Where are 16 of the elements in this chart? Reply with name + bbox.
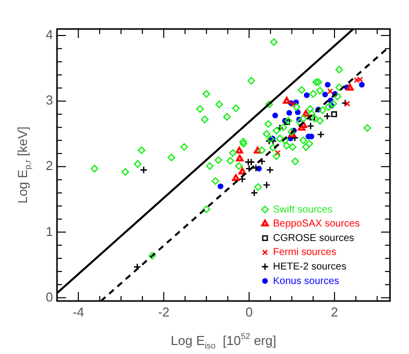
x-tick-label: -4 (72, 304, 84, 320)
legend-label: BeppoSAX sources (273, 218, 360, 230)
x-tick-label: -2 (158, 304, 170, 320)
x-tick-label: 0 (246, 304, 253, 320)
legend-label: Konus sources (273, 276, 340, 287)
y-tick-label: 0 (46, 289, 53, 304)
y-tick-label: 2 (46, 158, 53, 174)
y-axis-title: Log Ep,r [keV] (15, 126, 32, 204)
legend-label: Swift sources (273, 204, 332, 216)
legend-label: CGROSE sources (273, 232, 354, 244)
legend-label: Fermi sources (273, 247, 336, 258)
y-tick-label: 1 (46, 224, 53, 239)
x-tick-label: 2 (330, 304, 338, 320)
y-tick-label: 4 (46, 27, 53, 42)
legend-label: HETE-2 sources (273, 261, 346, 272)
y-tick-label: 3 (46, 92, 53, 108)
